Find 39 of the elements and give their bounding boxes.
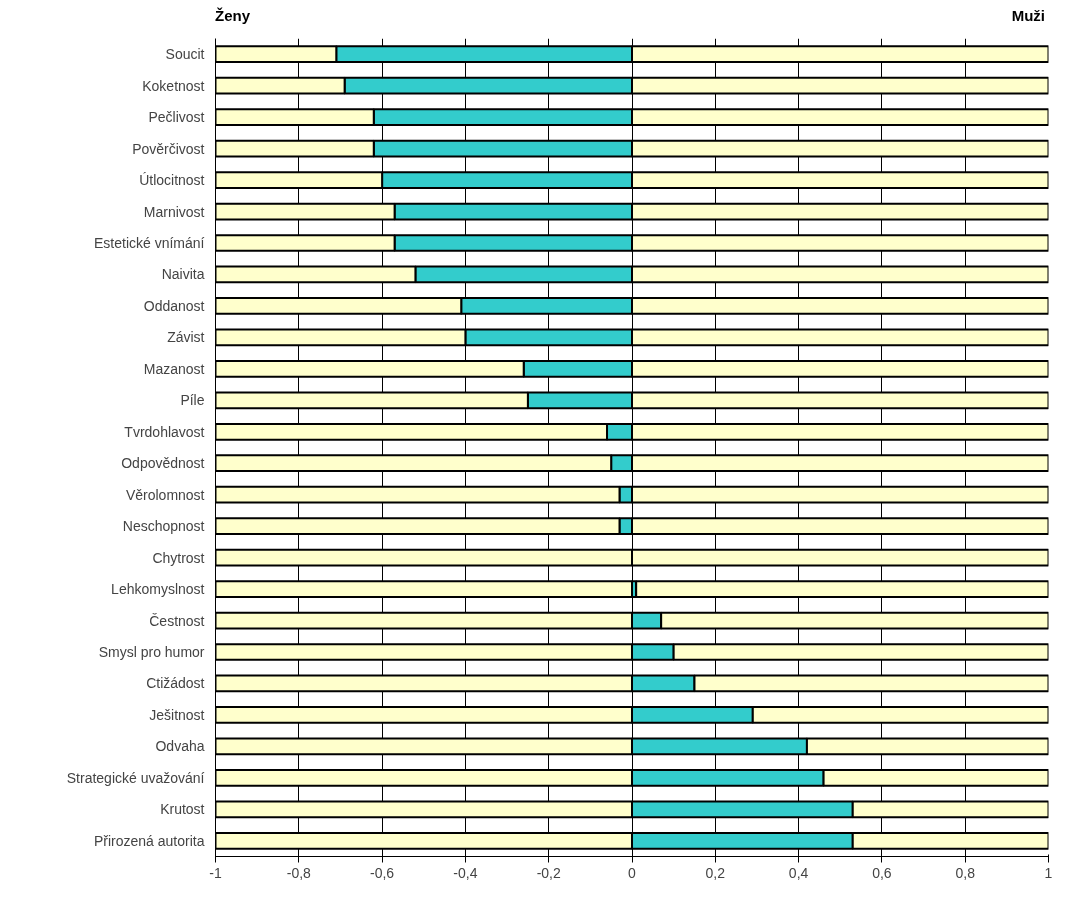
x-tick-label: 0,6 xyxy=(872,864,892,881)
x-tick-label: 1 xyxy=(1044,864,1053,881)
y-tick-label: Věrolomnost xyxy=(125,486,205,503)
y-tick-label: Přirozená autorita xyxy=(94,832,205,849)
x-tick-label: 0,4 xyxy=(788,864,809,881)
y-tick-label: Mazanost xyxy=(143,360,205,377)
y-tick-label: Estetické vnímání xyxy=(94,235,205,251)
x-tick-label: 0,2 xyxy=(705,864,726,881)
y-tick-label: Ješitnost xyxy=(149,706,205,723)
y-tick-label: Odpovědnost xyxy=(121,455,205,472)
text: Muži xyxy=(1011,6,1045,26)
y-tick-label: Oddanost xyxy=(143,297,205,314)
y-tick-label: Marnivost xyxy=(143,203,205,220)
x-tick-label: -1 xyxy=(209,864,222,881)
x-tick-label: 0 xyxy=(628,864,637,881)
x-tick-label: -0,2 xyxy=(536,864,561,881)
y-tick-label: Smysl pro humor xyxy=(98,644,205,660)
y-tick-label: Odvaha xyxy=(155,738,205,755)
x-tick-label: -0,8 xyxy=(286,864,312,881)
x-tick-label: -0,6 xyxy=(370,864,395,881)
y-tick-label: Pečlivost xyxy=(148,109,205,126)
y-tick-label: Pověrčivost xyxy=(132,140,205,157)
y-tick-label: Závist xyxy=(167,329,205,346)
y-tick-label: Píle xyxy=(180,392,205,409)
y-tick-label: Krutost xyxy=(160,801,205,818)
y-tick-label: Koketnost xyxy=(142,77,205,94)
y-tick-label: Naivita xyxy=(161,266,205,283)
y-tick-label: Útlocitnost xyxy=(139,172,205,189)
y-tick-label: Chytrost xyxy=(152,549,205,566)
y-tick-label: Tvrdohlavost xyxy=(124,423,205,440)
y-tick-label: Neschopnost xyxy=(122,518,205,535)
y-tick-label: Lehkomyslnost xyxy=(111,581,205,598)
y-tick-label: Čestnost xyxy=(149,612,205,629)
y-tick-label: Strategické uvažování xyxy=(66,769,205,786)
y-tick-label: Soucit xyxy=(165,46,205,63)
x-tick-label: -0,4 xyxy=(453,864,478,881)
x-tick-label: 0,8 xyxy=(955,864,976,881)
y-tick-label: Ctižádost xyxy=(146,675,205,692)
text: Ženy xyxy=(215,6,251,26)
